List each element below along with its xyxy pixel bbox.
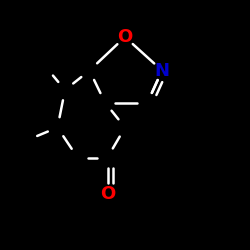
Text: N: N bbox=[154, 62, 170, 80]
Text: O: O bbox=[118, 28, 132, 46]
Text: O: O bbox=[100, 185, 115, 203]
